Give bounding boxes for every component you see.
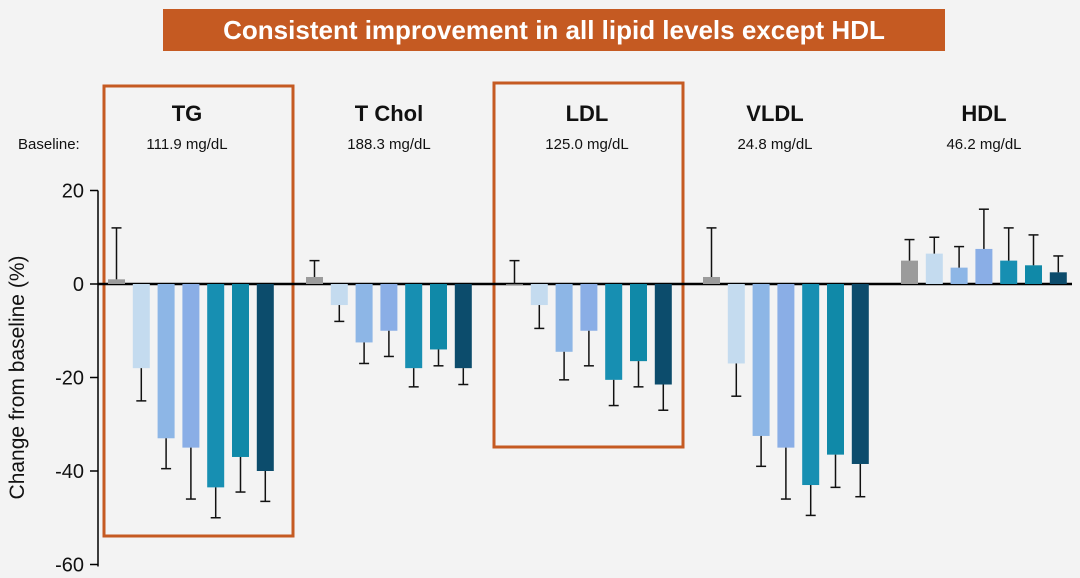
y-tick-label: -20	[55, 368, 84, 390]
bar	[605, 284, 623, 380]
baseline-value: 111.9 mg/dL	[146, 136, 227, 153]
bar	[727, 284, 745, 364]
bar	[1000, 260, 1018, 284]
title-banner: Consistent improvement in all lipid leve…	[163, 9, 945, 51]
bar	[630, 284, 647, 362]
baseline-value: 46.2 mg/dL	[946, 136, 1021, 153]
bar	[454, 284, 472, 369]
bar	[306, 276, 323, 284]
bar	[132, 284, 150, 369]
group-label: VLDL	[746, 101, 803, 126]
bar	[925, 253, 943, 284]
baseline-value: 24.8 mg/dL	[737, 136, 812, 153]
group-label: TG	[172, 101, 203, 126]
y-tick-label: 0	[73, 274, 84, 296]
bar	[580, 284, 598, 331]
bar	[207, 284, 225, 488]
bar	[330, 284, 348, 306]
baseline-value: 188.3 mg/dL	[347, 136, 430, 153]
group-label: T Chol	[355, 101, 423, 126]
group-label: LDL	[566, 101, 609, 126]
bar	[380, 284, 398, 331]
bar	[752, 284, 770, 436]
bar	[703, 276, 720, 284]
baseline-value: 125.0 mg/dL	[545, 136, 628, 153]
group-label: HDL	[961, 101, 1006, 126]
bar	[654, 284, 672, 385]
chart-title: Consistent improvement in all lipid leve…	[223, 14, 885, 45]
bar	[901, 260, 918, 284]
bar	[777, 284, 795, 448]
bar	[232, 284, 249, 457]
bar	[355, 284, 373, 343]
highlight-box-ldl	[492, 81, 685, 449]
highlight-box-tg	[102, 84, 295, 538]
bar	[157, 284, 175, 439]
bar	[851, 284, 869, 464]
bar	[827, 284, 844, 455]
bar	[950, 267, 968, 284]
bar	[256, 284, 274, 471]
bar	[1025, 265, 1042, 284]
bar	[802, 284, 820, 486]
bar	[1049, 272, 1067, 284]
bar	[975, 248, 993, 284]
y-tick-label: -60	[55, 555, 84, 577]
bar	[405, 284, 423, 369]
bar	[182, 284, 200, 448]
baseline-label: Baseline:	[18, 136, 80, 153]
y-tick-label: -40	[55, 461, 84, 483]
bar	[108, 279, 125, 284]
bar	[430, 284, 447, 350]
bar	[506, 284, 523, 285]
bar	[555, 284, 573, 352]
y-axis-label: Change from baseline (%)	[6, 256, 29, 500]
bar	[530, 284, 548, 306]
y-tick-label: 20	[62, 181, 84, 203]
